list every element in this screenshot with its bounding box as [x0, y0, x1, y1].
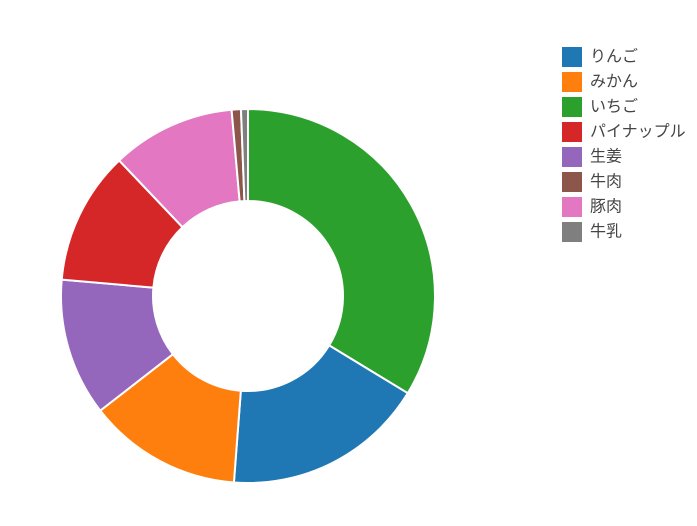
legend-swatch	[562, 47, 582, 67]
legend-swatch	[562, 122, 582, 142]
legend-label: 牛肉	[590, 172, 622, 191]
legend-swatch	[562, 147, 582, 167]
legend-label: 豚肉	[590, 197, 622, 216]
legend-label: 生姜	[590, 147, 622, 166]
legend-swatch	[562, 97, 582, 117]
slice	[247, 107, 436, 395]
legend-swatch	[562, 172, 582, 192]
legend-label: りんご	[590, 47, 638, 66]
legend-label: パイナップル	[590, 122, 686, 141]
legend-swatch	[562, 197, 582, 217]
legend-label: みかん	[590, 72, 638, 91]
legend-swatch	[562, 222, 582, 242]
legend-label: いちご	[590, 97, 638, 116]
slice	[232, 344, 410, 484]
slice	[239, 107, 249, 203]
legend-swatch	[562, 72, 582, 92]
legend-label: 牛乳	[590, 222, 622, 241]
